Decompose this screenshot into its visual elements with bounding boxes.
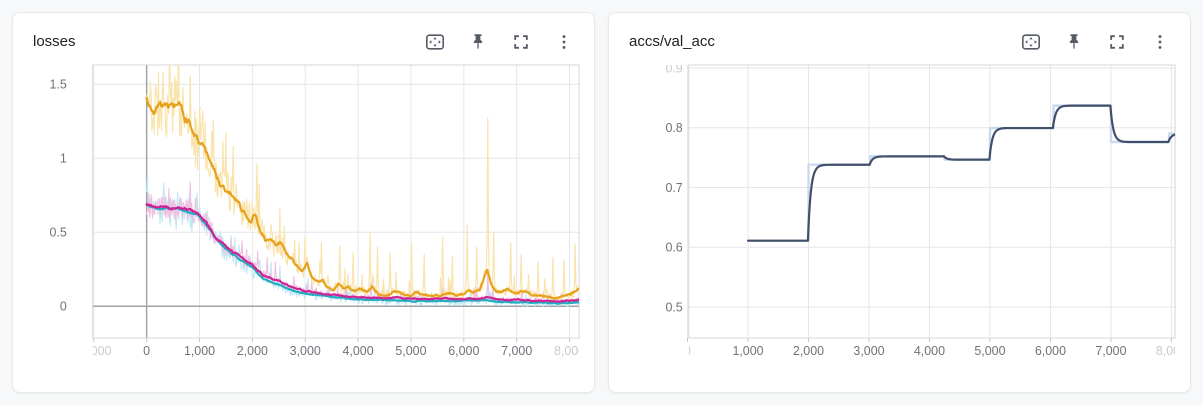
pin-icon <box>1063 31 1085 53</box>
svg-text:0.5: 0.5 <box>50 226 67 240</box>
series-group <box>746 104 1176 242</box>
y-axis-labels: 0 0.5 1 1.5 <box>50 78 67 314</box>
svg-text:0: 0 <box>684 344 691 358</box>
svg-text:6,000: 6,000 <box>448 344 479 358</box>
series-gold-raw <box>146 64 580 301</box>
svg-text:0.7: 0.7 <box>665 181 682 195</box>
svg-text:1,000: 1,000 <box>184 344 215 358</box>
series-cyan-raw <box>146 176 580 308</box>
svg-text:2,000: 2,000 <box>237 344 268 358</box>
losses-chart[interactable]: -1,000 0 1,000 2,000 3,000 4,000 5,000 6,000 7,0… <box>13 57 594 392</box>
x-axis-labels: 0 1,000 2,000 3,000 4,000 5,000 6,000 7,000 8,00… <box>684 344 1187 358</box>
fullscreen-icon <box>511 32 531 52</box>
fullscreen-icon <box>1107 32 1127 52</box>
fullscreen-button[interactable] <box>1103 28 1131 56</box>
y-axis-labels: 0.5 0.6 0.7 0.8 0.9 <box>665 61 682 314</box>
svg-text:4,000: 4,000 <box>343 344 374 358</box>
svg-text:7,000: 7,000 <box>1095 344 1126 358</box>
plot-border <box>92 64 580 339</box>
panel-title: losses <box>33 33 76 50</box>
panel-title: accs/val_acc <box>629 33 715 50</box>
panel-val-acc: accs/val_acc <box>608 12 1191 393</box>
zoom-to-fit-button[interactable] <box>421 28 449 56</box>
zoom-to-fit-button[interactable] <box>1017 28 1045 56</box>
panel-losses: losses <box>12 12 595 393</box>
pin-button[interactable] <box>464 28 492 56</box>
svg-text:1,000: 1,000 <box>732 344 763 358</box>
svg-text:0.9: 0.9 <box>665 61 682 75</box>
svg-text:0.8: 0.8 <box>665 121 682 135</box>
panel-val-acc-header: accs/val_acc <box>609 13 1190 57</box>
panel-menu-button[interactable] <box>550 28 578 56</box>
zoom-to-fit-icon <box>423 30 447 54</box>
svg-text:1.5: 1.5 <box>50 78 67 92</box>
zoom-to-fit-icon <box>1019 30 1043 54</box>
svg-text:0.5: 0.5 <box>665 300 682 314</box>
kebab-menu-icon <box>1150 32 1170 52</box>
kebab-menu-icon <box>554 32 574 52</box>
x-tick-marks <box>687 338 1172 343</box>
panel-actions <box>1017 28 1174 56</box>
panel-actions <box>421 28 578 56</box>
x-axis-labels: -1,000 0 1,000 2,000 3,000 4,000 5,000 6,000 7,0… <box>76 344 585 358</box>
svg-text:8,000: 8,000 <box>554 344 585 358</box>
svg-text:0.6: 0.6 <box>665 241 682 255</box>
svg-text:5,000: 5,000 <box>974 344 1005 358</box>
panel-losses-header: losses <box>13 13 594 57</box>
svg-text:0: 0 <box>60 300 67 314</box>
pin-button[interactable] <box>1060 28 1088 56</box>
svg-text:3,000: 3,000 <box>853 344 884 358</box>
svg-text:5,000: 5,000 <box>395 344 426 358</box>
svg-text:-1,000: -1,000 <box>76 344 111 358</box>
series-navy <box>746 104 1176 242</box>
plot-border <box>688 64 1176 339</box>
series-gold <box>145 96 580 300</box>
svg-text:6,000: 6,000 <box>1035 344 1066 358</box>
panel-menu-button[interactable] <box>1146 28 1174 56</box>
val-acc-chart[interactable]: 0 1,000 2,000 3,000 4,000 5,000 6,000 7,000 8,00… <box>609 57 1190 392</box>
svg-text:4,000: 4,000 <box>914 344 945 358</box>
x-tick-marks <box>93 338 571 343</box>
svg-text:8,000: 8,000 <box>1156 344 1187 358</box>
zero-axis-lines <box>92 64 580 339</box>
svg-text:3,000: 3,000 <box>290 344 321 358</box>
svg-text:7,000: 7,000 <box>501 344 532 358</box>
svg-text:2,000: 2,000 <box>793 344 824 358</box>
svg-text:0: 0 <box>143 344 150 358</box>
series-group <box>145 64 580 308</box>
svg-text:1: 1 <box>60 152 67 166</box>
pin-icon <box>467 31 489 53</box>
series-magenta <box>145 203 580 303</box>
fullscreen-button[interactable] <box>507 28 535 56</box>
